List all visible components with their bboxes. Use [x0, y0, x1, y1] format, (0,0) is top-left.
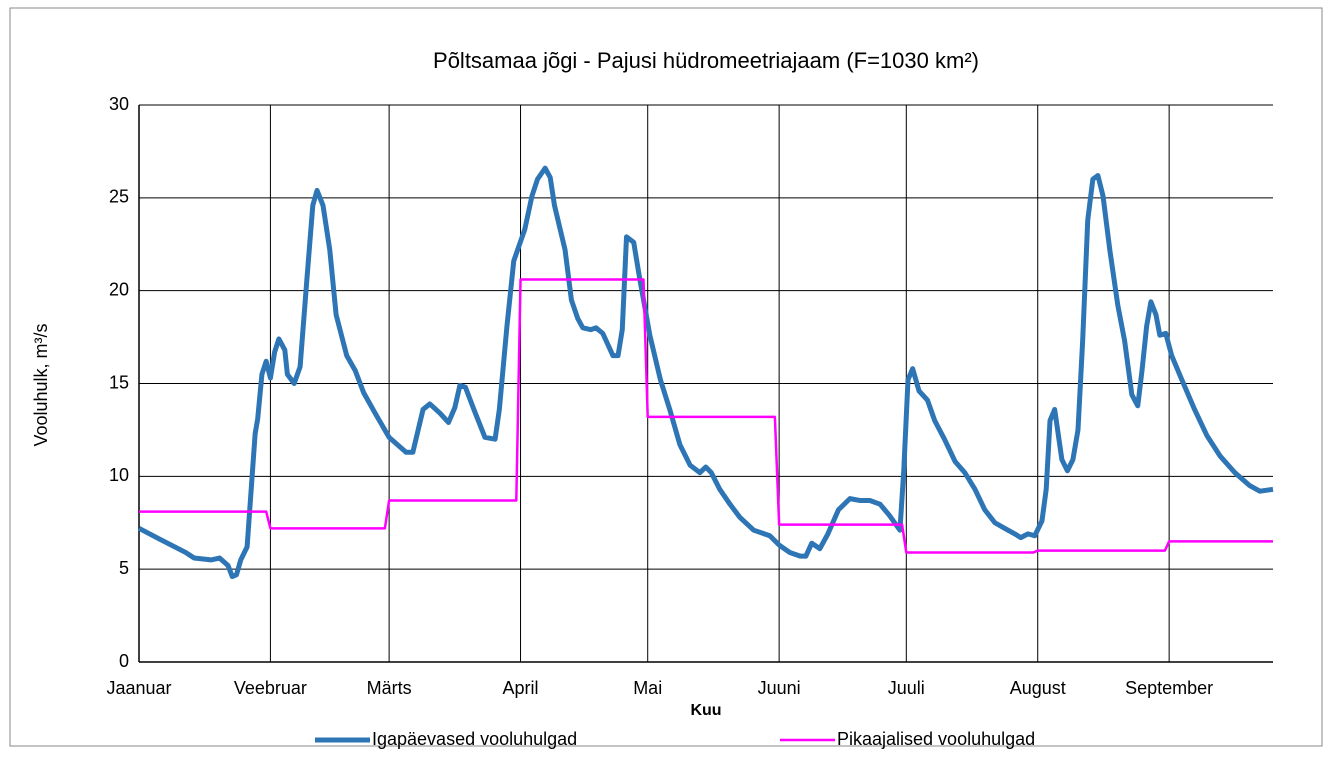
x-tick-label: Jaanuar: [106, 678, 171, 698]
legend-label: Igapäevased vooluhulgad: [372, 729, 577, 749]
x-axis-label: Kuu: [690, 702, 721, 719]
y-tick-label: 20: [109, 279, 129, 299]
y-tick-label: 30: [109, 94, 129, 114]
series-line: [137, 165, 1274, 580]
series-line: [139, 278, 1273, 554]
chart-title: Põltsamaa jõgi - Pajusi hüdromeetriajaam…: [433, 48, 979, 73]
y-tick-label: 10: [109, 465, 129, 485]
x-tick-label: April: [503, 678, 539, 698]
x-tick-label: Juuli: [888, 678, 925, 698]
y-axis-label: Vooluhulk, m³/s: [31, 323, 51, 446]
x-tick-label: Märts: [367, 678, 412, 698]
y-tick-label: 15: [109, 372, 129, 392]
x-tick-label: Veebruar: [234, 678, 307, 698]
x-tick-label: Mai: [633, 678, 662, 698]
y-tick-label: 0: [119, 651, 129, 671]
y-tick-label: 5: [119, 558, 129, 578]
y-tick-label: 25: [109, 187, 129, 207]
chart-frame: [9, 7, 1323, 747]
x-tick-label: Juuni: [758, 678, 801, 698]
legend-label: Pikaajalised vooluhulgad: [837, 729, 1035, 749]
x-tick-label: September: [1125, 678, 1213, 698]
x-tick-label: August: [1010, 678, 1066, 698]
